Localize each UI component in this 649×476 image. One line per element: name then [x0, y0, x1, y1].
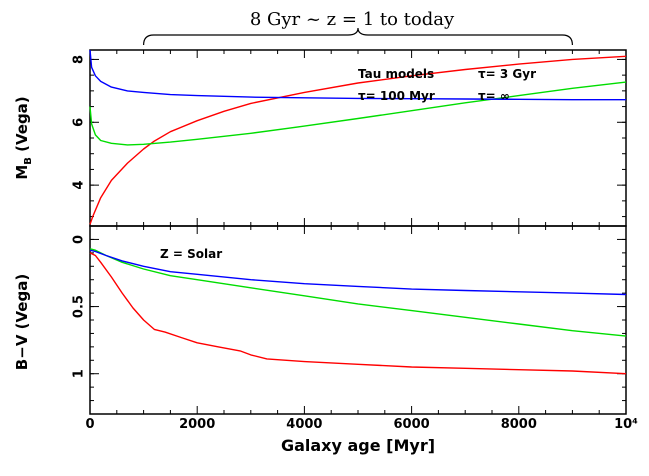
color-series [89, 248, 627, 375]
legend-title: Tau models [358, 67, 434, 81]
magnitude-series [89, 49, 627, 225]
legend-entry-tau-100myr: τ= 100 Myr [358, 89, 435, 103]
magnitude-series-line-2 [89, 49, 626, 101]
x-tick-label: 8000 [501, 417, 537, 432]
x-tick-label: 10⁴ [614, 417, 638, 432]
age-span-brace [143, 27, 573, 46]
legend: Tau models τ= 100 Myr τ= 3 Gyr τ= ∞ [358, 67, 536, 103]
color-y-tick-label: 0.5 [72, 295, 87, 318]
magnitude-panel: 4 6 8 [72, 49, 627, 227]
color-y-tick-label: 1 [72, 369, 87, 378]
x-tick-label: 2000 [179, 417, 215, 432]
color-y-axis-label: B−V (Vega) [13, 274, 31, 370]
x-axis-tick-labels: 0 2000 4000 6000 8000 10⁴ [85, 417, 638, 432]
magnitude-panel-ticks: 4 6 8 [72, 50, 627, 226]
x-tick-label: 6000 [394, 417, 430, 432]
color-series-line-2 [89, 249, 627, 296]
x-axis-label: Galaxy age [Myr] [281, 436, 435, 455]
color-series-line-0 [89, 252, 627, 375]
magnitude-y-tick-label: 4 [72, 181, 87, 190]
magnitude-series-line-0 [89, 55, 627, 225]
magnitude-series-line-1 [89, 81, 627, 146]
legend-entry-tau-infinity: τ= ∞ [478, 89, 510, 103]
color-panel-ticks: 00.51 [72, 225, 627, 415]
x-tick-label: 0 [85, 417, 94, 432]
x-tick-label: 4000 [286, 417, 322, 432]
magnitude-y-axis-label: MB (Vega) [13, 96, 34, 179]
age-span-label: 8 Gyr ~ z = 1 to today [250, 9, 455, 30]
legend-entry-tau-3gyr: τ= 3 Gyr [478, 67, 536, 81]
color-panel: 00.51 [72, 225, 627, 415]
magnitude-y-tick-label: 6 [72, 118, 87, 127]
magnitude-y-tick-label: 8 [72, 55, 87, 64]
color-y-tick-label: 0 [72, 235, 87, 244]
metallicity-annotation: Z = Solar [160, 247, 222, 261]
